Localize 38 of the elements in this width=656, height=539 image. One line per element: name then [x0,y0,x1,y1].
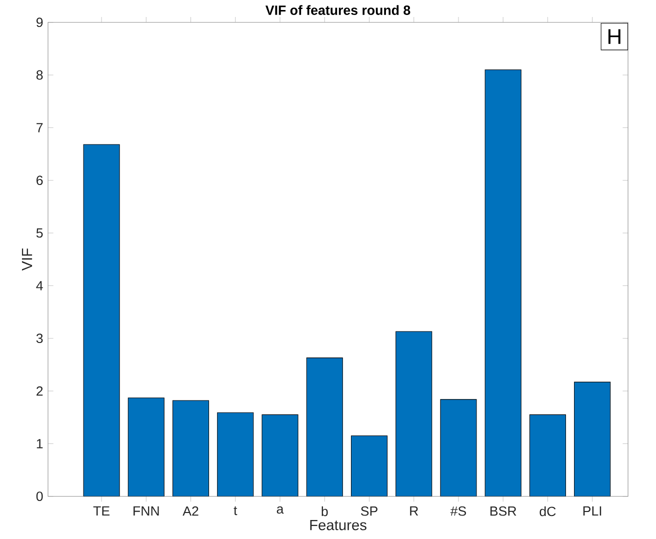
y-tick-label: 6 [36,176,43,186]
bar [574,382,611,496]
y-tick-label: 4 [36,281,43,290]
x-tick-label: b [322,506,328,516]
annotation: H [608,29,620,44]
bar [530,414,566,496]
x-tick-label: TE [93,506,110,516]
x-tick-label: t [234,506,238,516]
y-axis-title: VIF [22,248,32,271]
bar [396,331,432,496]
x-tick-label: a [276,506,284,514]
bar [440,399,476,496]
y-tick-label: 1 [36,439,43,448]
x-tick-label: SP [360,506,378,516]
y-tick-label: 2 [36,386,43,396]
bar [306,358,343,496]
y-tick-label: 5 [36,228,43,238]
x-tick-label: BSR [490,506,516,516]
x-tick-label: dC [540,506,556,516]
x-tick-label: A2 [182,506,198,516]
x-tick-label: FNN [134,506,159,516]
x-axis-title: Features [310,520,366,530]
bar [351,436,388,496]
y-tick-label: 7 [36,123,43,132]
bar [128,398,164,496]
bar [172,400,209,496]
bar [262,414,298,496]
x-tick-label: #S [450,506,466,516]
y-tick-label: 8 [36,70,43,80]
x-tick-label: R [410,506,418,516]
bar [485,70,522,496]
x-tick-label: PLI [583,506,602,516]
chart-title: VIF of features round 8 [265,5,410,15]
bar [217,412,254,496]
bar [84,144,120,496]
y-tick-label: 0 [36,492,43,502]
y-tick-label: 9 [36,18,43,28]
y-tick-label: 3 [36,334,43,344]
